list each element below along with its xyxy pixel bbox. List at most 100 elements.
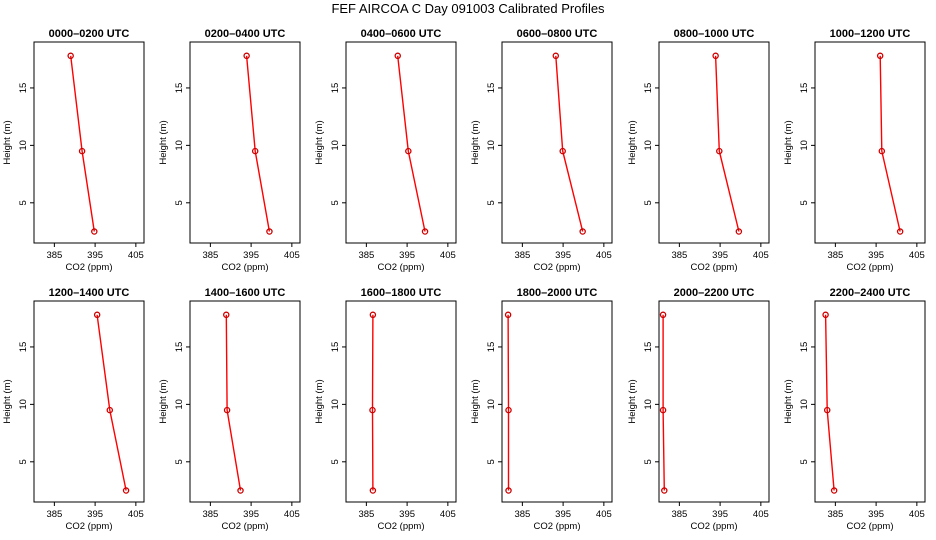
plot-frame	[814, 41, 926, 244]
panel-5: 0800–1000 UTC 385 395 405 CO2 (ppm) 5 10 15 Heig…	[627, 28, 770, 273]
data-point	[559, 147, 566, 155]
y-axis-label: Height (m)	[2, 120, 13, 164]
y-tick-label: 15	[486, 342, 497, 353]
x-axis-label: CO2 (ppm)	[378, 521, 425, 532]
data-point	[421, 228, 429, 235]
y-tick-label: 5	[643, 459, 654, 464]
y-tick-label: 15	[799, 342, 810, 353]
y-axis-label: Height (m)	[2, 379, 13, 423]
plot-frame	[33, 300, 145, 503]
x-tick-label: 395	[243, 250, 259, 261]
y-axis-label: Height (m)	[158, 120, 169, 164]
y-axis-label: Height (m)	[783, 379, 794, 423]
y-tick-label: 10	[330, 140, 341, 151]
x-tick-label: 405	[128, 509, 144, 520]
x-tick-label: 395	[399, 250, 415, 261]
y-tick-label: 10	[799, 399, 810, 410]
panel-9: 1600–1800 UTC 385 395 405 CO2 (ppm) 5 10 15 Heig…	[314, 287, 457, 532]
y-tick-label: 5	[174, 200, 185, 205]
data-point	[505, 406, 512, 414]
y-axis-label: Height (m)	[158, 379, 169, 423]
data-point	[661, 487, 668, 494]
panel-title: 1800–2000 UTC	[517, 287, 598, 299]
data-point	[266, 228, 273, 235]
x-tick-label: 385	[202, 509, 218, 520]
x-tick-label: 395	[868, 250, 884, 261]
y-axis-label: Height (m)	[314, 379, 325, 423]
panel-title: 0400–0600 UTC	[361, 28, 442, 40]
profile-line	[245, 55, 271, 232]
profile-line	[225, 314, 242, 491]
x-tick-label: 395	[555, 509, 571, 520]
data-point	[876, 52, 884, 60]
y-tick-label: 5	[18, 459, 29, 464]
y-tick-label: 15	[18, 342, 29, 353]
x-tick-label: 385	[46, 509, 62, 520]
y-axis-label: Height (m)	[627, 379, 638, 423]
data-point	[878, 147, 886, 155]
y-tick-label: 10	[174, 140, 185, 151]
data-point	[251, 147, 259, 155]
panel-title: 0200–0400 UTC	[205, 28, 286, 40]
profile-line	[397, 55, 426, 232]
panel-2: 0200–0400 UTC 385 395 405 CO2 (ppm) 5 10 15 Heig…	[158, 28, 301, 273]
x-tick-label: 395	[555, 250, 571, 261]
panel-11: 2000–2200 UTC 385 395 405 CO2 (ppm) 5 10 15 Heig…	[627, 287, 770, 532]
y-axis-label: Height (m)	[783, 120, 794, 164]
x-tick-label: 395	[399, 509, 415, 520]
x-tick-label: 405	[596, 509, 612, 520]
panel-12: 2200–2400 UTC 385 395 405 CO2 (ppm) 5 10 15 Heig…	[783, 287, 926, 532]
x-tick-label: 385	[671, 509, 687, 520]
panel-10: 1800–2000 UTC 385 395 405 CO2 (ppm) 5 10 15 Heig…	[470, 287, 613, 532]
panel-3: 0400–0600 UTC 385 395 405 CO2 (ppm) 5 10 15 Heig…	[314, 28, 457, 273]
x-tick-label: 385	[358, 509, 374, 520]
data-point	[659, 406, 667, 414]
x-tick-label: 395	[87, 250, 103, 261]
data-point	[659, 311, 667, 319]
x-tick-label: 385	[671, 250, 687, 261]
data-point	[716, 147, 723, 155]
data-point	[896, 228, 904, 235]
x-axis-label: CO2 (ppm)	[378, 262, 425, 273]
y-tick-label: 15	[486, 83, 497, 94]
x-axis-label: CO2 (ppm)	[691, 521, 738, 532]
x-tick-label: 405	[440, 509, 456, 520]
y-tick-label: 10	[18, 140, 29, 151]
data-point	[552, 52, 560, 60]
y-tick-label: 15	[643, 83, 654, 94]
y-tick-label: 15	[643, 342, 654, 353]
panel-6: 1000–1200 UTC 385 395 405 CO2 (ppm) 5 10 15 Heig…	[783, 28, 926, 273]
y-tick-label: 10	[799, 140, 810, 151]
y-tick-label: 15	[18, 83, 29, 94]
y-tick-label: 10	[643, 140, 654, 151]
data-point	[579, 228, 586, 235]
y-tick-label: 10	[174, 399, 185, 410]
x-tick-label: 405	[284, 509, 300, 520]
x-axis-label: CO2 (ppm)	[847, 521, 894, 532]
y-tick-label: 10	[18, 399, 29, 410]
data-point	[369, 487, 377, 494]
y-tick-label: 15	[330, 83, 341, 94]
y-axis-label: Height (m)	[314, 120, 325, 164]
x-tick-label: 405	[596, 250, 612, 261]
x-axis-label: CO2 (ppm)	[691, 262, 738, 273]
profile-line	[555, 55, 584, 232]
y-tick-label: 10	[643, 399, 654, 410]
data-point	[505, 487, 512, 494]
plot-frame	[33, 41, 145, 244]
x-tick-label: 405	[440, 250, 456, 261]
y-tick-label: 5	[799, 459, 810, 464]
y-tick-label: 5	[799, 200, 810, 205]
plot-frame	[189, 300, 301, 503]
data-point	[223, 311, 230, 319]
plot-frame	[345, 41, 457, 244]
y-axis-label: Height (m)	[470, 379, 481, 423]
profile-line	[824, 314, 835, 491]
x-tick-label: 405	[128, 250, 144, 261]
x-tick-label: 385	[358, 250, 374, 261]
x-axis-label: CO2 (ppm)	[534, 521, 581, 532]
y-tick-label: 10	[330, 399, 341, 410]
data-point	[712, 52, 719, 60]
y-tick-label: 15	[799, 83, 810, 94]
plot-frame	[658, 41, 770, 244]
